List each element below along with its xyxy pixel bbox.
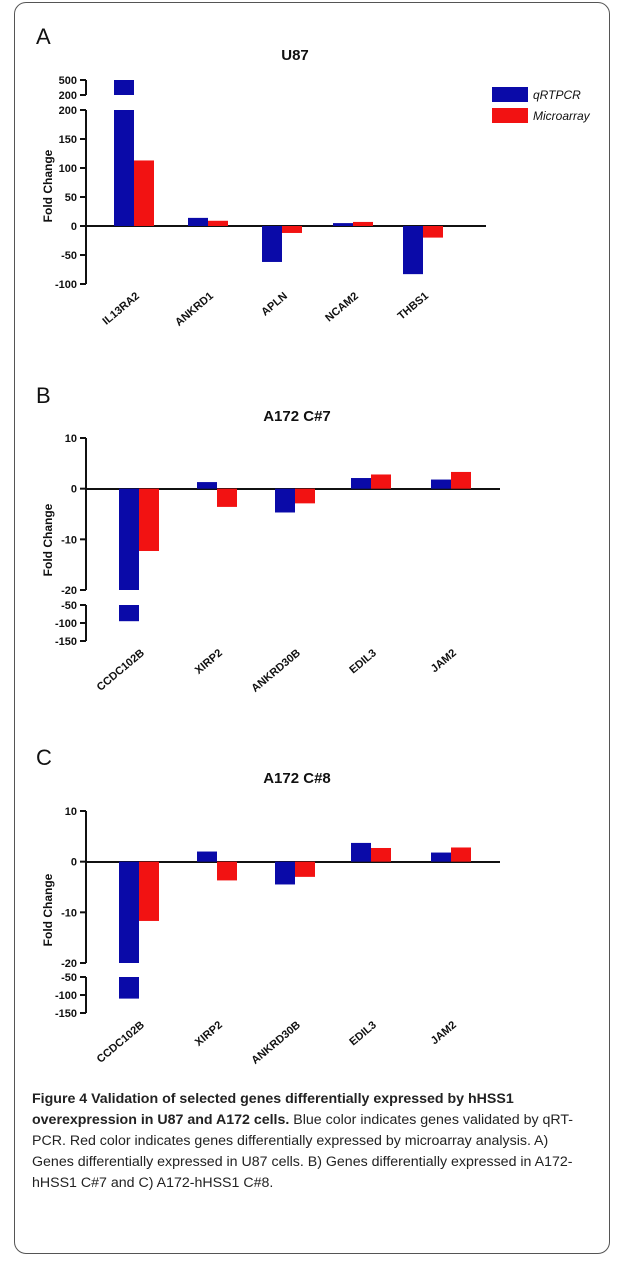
bar-a-microarray-ankrd1 bbox=[208, 220, 228, 226]
y-tick-label: 200 bbox=[59, 105, 77, 117]
category-label: NCAM2 bbox=[323, 290, 361, 324]
y-tick-label: -20 bbox=[61, 958, 77, 970]
category-label: IL13RA2 bbox=[100, 290, 141, 327]
bar-c-qrtpcr-edil3 bbox=[351, 842, 371, 862]
bar-c-microarray-jam2 bbox=[451, 847, 471, 862]
category-label: ANKRD30B bbox=[249, 1019, 303, 1067]
category-label: ANKRD30B bbox=[249, 647, 303, 695]
bar-b-qrtpcr-ankrd30b bbox=[275, 488, 295, 513]
bar-b-qrtpcr-ccdc102b bbox=[119, 605, 139, 622]
bar-b-microarray-ccdc102b bbox=[139, 488, 159, 551]
y-tick-label: 100 bbox=[59, 163, 77, 175]
y-axis-title: Fold Change bbox=[41, 503, 55, 576]
legend-swatch-qrtpcr bbox=[492, 87, 528, 102]
bar-a-qrtpcr-thbs1 bbox=[403, 226, 423, 275]
y-tick-label: 50 bbox=[65, 192, 77, 204]
chart-legend: qRTPCR Microarray bbox=[492, 87, 591, 123]
panel-letter: B bbox=[36, 383, 51, 408]
y-axis-title: Fold Change bbox=[41, 873, 55, 946]
legend-label: qRTPCR bbox=[533, 88, 581, 102]
y-tick-label: -100 bbox=[55, 618, 77, 630]
chart-title: U87 bbox=[281, 47, 309, 64]
y-tick-label: 0 bbox=[71, 221, 77, 233]
category-label: EDIL3 bbox=[347, 1019, 379, 1048]
bar-c-qrtpcr-ccdc102b bbox=[119, 861, 139, 963]
bar-b-microarray-jam2 bbox=[451, 471, 471, 489]
category-label: JAM2 bbox=[429, 647, 459, 675]
bar-c-qrtpcr-ankrd30b bbox=[275, 861, 295, 885]
y-tick-label: 500 bbox=[59, 75, 77, 87]
y-tick-label: -20 bbox=[61, 585, 77, 597]
bar-c-microarray-edil3 bbox=[371, 847, 391, 862]
y-tick-label: -150 bbox=[55, 1008, 77, 1020]
legend-swatch-microarray bbox=[492, 108, 528, 123]
y-tick-label: -10 bbox=[61, 534, 77, 546]
bar-b-qrtpcr-jam2 bbox=[431, 479, 451, 489]
y-tick-label: 200 bbox=[59, 90, 77, 102]
bar-a-microarray-ncam2 bbox=[353, 221, 373, 226]
bar-a-microarray-apln bbox=[282, 226, 302, 233]
bar-b-microarray-xirp2 bbox=[217, 488, 237, 507]
bar-a-qrtpcr-il13ra2 bbox=[114, 110, 134, 226]
figure-caption: Figure 4 Validation of selected genes di… bbox=[32, 1089, 592, 1194]
bar-c-microarray-ankrd30b bbox=[295, 861, 315, 877]
bar-a-qrtpcr-ankrd1 bbox=[188, 217, 208, 226]
caption-body: Blue color indicates genes validated by … bbox=[32, 1112, 574, 1191]
y-tick-label: 10 bbox=[65, 806, 77, 818]
y-tick-label: 10 bbox=[65, 433, 77, 445]
y-tick-label: -150 bbox=[55, 636, 77, 648]
bar-a-microarray-il13ra2 bbox=[134, 160, 154, 226]
panel-letter: C bbox=[36, 745, 52, 770]
category-label: THBS1 bbox=[396, 290, 431, 322]
bar-b-qrtpcr-edil3 bbox=[351, 478, 371, 489]
category-label: XIRP2 bbox=[193, 647, 225, 677]
bar-c-qrtpcr-ccdc102b bbox=[119, 977, 139, 999]
bar-a-qrtpcr-apln bbox=[262, 226, 282, 262]
bar-a-qrtpcr-il13ra2 bbox=[114, 80, 134, 95]
y-tick-label: 150 bbox=[59, 134, 77, 146]
chart-title: A172 C#8 bbox=[263, 770, 331, 787]
bar-c-qrtpcr-xirp2 bbox=[197, 851, 217, 862]
y-tick-label: 0 bbox=[71, 857, 77, 869]
bar-c-qrtpcr-jam2 bbox=[431, 852, 451, 862]
bar-b-qrtpcr-xirp2 bbox=[197, 482, 217, 489]
y-tick-label: -50 bbox=[61, 250, 77, 262]
y-tick-label: -50 bbox=[61, 600, 77, 612]
category-label: CCDC102B bbox=[95, 647, 147, 694]
category-label: APLN bbox=[259, 290, 290, 318]
legend-label: Microarray bbox=[533, 109, 591, 123]
figure-frame bbox=[14, 2, 610, 1254]
category-label: ANKRD1 bbox=[173, 290, 216, 329]
y-axis-title: Fold Change bbox=[41, 149, 55, 222]
bar-c-microarray-xirp2 bbox=[217, 861, 237, 881]
bar-c-microarray-ccdc102b bbox=[139, 861, 159, 921]
panel-letter: A bbox=[36, 24, 51, 49]
category-label: XIRP2 bbox=[193, 1019, 225, 1049]
category-label: JAM2 bbox=[429, 1019, 459, 1047]
y-tick-label: -50 bbox=[61, 972, 77, 984]
chart-title: A172 C#7 bbox=[263, 408, 331, 425]
bar-b-qrtpcr-ccdc102b bbox=[119, 488, 139, 590]
caption-title: Figure 4 Validation of selected genes di… bbox=[32, 1091, 514, 1128]
bar-a-qrtpcr-ncam2 bbox=[333, 223, 353, 226]
bar-b-microarray-ankrd30b bbox=[295, 488, 315, 504]
y-tick-label: -10 bbox=[61, 907, 77, 919]
category-label: CCDC102B bbox=[95, 1019, 147, 1066]
y-tick-label: 0 bbox=[71, 484, 77, 496]
bar-a-microarray-thbs1 bbox=[423, 226, 443, 238]
y-tick-label: -100 bbox=[55, 279, 77, 291]
bar-b-microarray-edil3 bbox=[371, 474, 391, 489]
chart-panel-a: A U87 Fold Change 200 -100 -50 0 50 100 150 200 500… bbox=[36, 24, 486, 329]
y-tick-label: -100 bbox=[55, 990, 77, 1002]
category-label: EDIL3 bbox=[347, 647, 379, 676]
